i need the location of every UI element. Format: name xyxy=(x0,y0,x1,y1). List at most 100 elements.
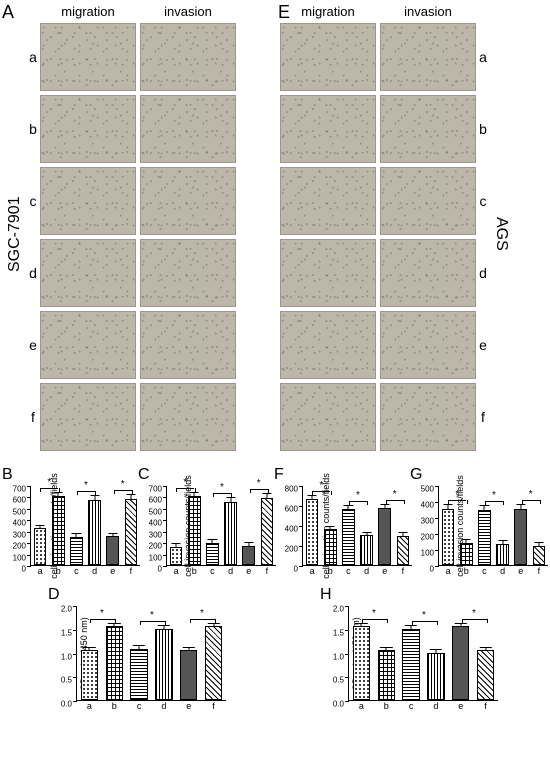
bar-slot: b xyxy=(457,543,475,565)
chart-G: Gcell invasion counts/fields010020030040… xyxy=(414,470,544,580)
significance-tick xyxy=(387,619,388,623)
x-tick-label: e xyxy=(246,565,251,576)
y-tick-label: 600 xyxy=(13,496,26,505)
significance-tick xyxy=(404,500,405,504)
bar-slot: c xyxy=(203,543,221,565)
micrograph-cell xyxy=(380,23,476,91)
significance-tick xyxy=(132,490,133,494)
significance-bracket xyxy=(386,500,404,501)
x-tick-label: a xyxy=(446,565,451,576)
significance-tick xyxy=(250,489,251,493)
y-tick xyxy=(27,566,31,567)
y-tick-label: 0 xyxy=(430,565,434,574)
x-tick-label: a xyxy=(359,700,364,711)
bar xyxy=(477,650,494,700)
bar-slot: d xyxy=(423,653,448,701)
bar xyxy=(70,537,83,565)
row-label: d xyxy=(476,265,490,281)
chart-C: Ccell invasion counts/fields010020030040… xyxy=(142,470,272,580)
bar-slot: f xyxy=(530,546,548,565)
significance-tick xyxy=(467,500,468,504)
bar xyxy=(106,536,119,565)
y-tick-label: 300 xyxy=(13,530,26,539)
bar xyxy=(81,650,98,700)
y-tick-label: 800 xyxy=(285,485,298,494)
panel-letter-A: A xyxy=(2,2,14,23)
bar xyxy=(88,500,101,565)
y-tick-label: 2.0 xyxy=(333,605,344,614)
significance-tick xyxy=(448,500,449,504)
y-tick-label: 500 xyxy=(149,507,162,516)
bar xyxy=(378,650,395,700)
panel-letter-C: C xyxy=(138,466,150,484)
chart-B: Bcell migration counts/fields01002003004… xyxy=(6,470,136,580)
bar-slot: a xyxy=(439,509,457,565)
y-tick-label: 600 xyxy=(285,505,298,514)
micrograph-cell xyxy=(380,311,476,379)
bar-slot: e xyxy=(376,508,394,565)
column-header: migration xyxy=(280,4,376,19)
micrograph-cell xyxy=(140,167,236,235)
bar-slot: b xyxy=(185,496,203,565)
significance-star: * xyxy=(100,608,104,619)
significance-bracket xyxy=(114,490,132,491)
bar xyxy=(397,536,410,566)
y-tick-label: 200 xyxy=(13,542,26,551)
row-label: a xyxy=(476,49,490,65)
micrograph-row: c xyxy=(280,167,490,235)
bar xyxy=(442,509,455,565)
micrograph-cell xyxy=(140,311,236,379)
row-label: f xyxy=(26,409,40,425)
significance-tick xyxy=(312,491,313,495)
significance-tick xyxy=(190,619,191,623)
y-tick-label: 300 xyxy=(421,517,434,526)
significance-bracket xyxy=(176,488,194,489)
y-tick-label: 600 xyxy=(149,496,162,505)
bar xyxy=(342,509,355,565)
bar-slot: a xyxy=(303,499,321,565)
y-tick-label: 1.5 xyxy=(333,628,344,637)
bar-slot: d xyxy=(222,502,240,565)
bar-slot: a xyxy=(167,547,185,565)
bar-slot: a xyxy=(349,626,374,700)
bar xyxy=(306,499,319,565)
bar-slot: e xyxy=(176,650,201,700)
x-tick-label: a xyxy=(38,565,43,576)
micrograph-cell xyxy=(380,383,476,451)
x-tick-label: d xyxy=(228,565,233,576)
bar xyxy=(188,496,201,565)
y-tick-label: 700 xyxy=(149,485,162,494)
micrograph-cell xyxy=(280,311,376,379)
row-label: b xyxy=(476,121,490,137)
bar-slot: d xyxy=(151,629,176,700)
y-tick-label: 100 xyxy=(149,553,162,562)
y-tick xyxy=(435,566,439,567)
bar xyxy=(378,508,391,565)
x-tick-label: a xyxy=(310,565,315,576)
bar-slot: c xyxy=(399,629,424,700)
bar-slot: e xyxy=(240,546,258,565)
bar xyxy=(52,496,65,565)
significance-bracket xyxy=(349,501,367,502)
charts-row-1: Bcell migration counts/fields01002003004… xyxy=(0,464,550,580)
x-tick-label: b xyxy=(192,565,197,576)
significance-tick xyxy=(540,500,541,504)
micrograph-row: a xyxy=(280,23,490,91)
significance-star: * xyxy=(356,490,360,501)
significance-bracket xyxy=(522,500,540,501)
bar xyxy=(206,543,219,565)
significance-bracket xyxy=(40,488,58,489)
significance-bracket xyxy=(90,619,115,620)
bar-slot: b xyxy=(374,650,399,700)
significance-star: * xyxy=(47,477,51,488)
bar xyxy=(224,502,237,565)
significance-bracket xyxy=(312,491,330,492)
bar xyxy=(261,498,274,565)
bar xyxy=(402,629,419,700)
y-tick-label: 400 xyxy=(13,519,26,528)
micrograph-row: f xyxy=(280,383,490,451)
significance-tick xyxy=(362,619,363,623)
significance-star: * xyxy=(472,608,476,619)
bar xyxy=(324,529,337,565)
bar xyxy=(533,546,546,565)
